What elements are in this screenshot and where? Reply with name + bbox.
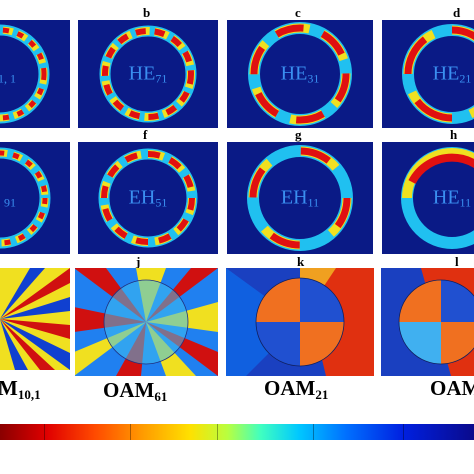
ring-plot — [247, 145, 353, 251]
panel-letter-g: g — [295, 127, 302, 142]
ring-plot — [99, 25, 197, 123]
ring-plot — [402, 24, 474, 124]
oam-panel-l — [381, 268, 474, 376]
mode-label: EH11 — [280, 186, 320, 210]
ring-plot — [0, 24, 50, 124]
mode-label: HE71 — [128, 62, 168, 86]
ring-plot — [98, 148, 198, 248]
colorbar-tick — [313, 424, 314, 440]
ring-plot — [0, 147, 51, 249]
mode-label: HE31 — [280, 62, 320, 86]
mode-panel-e: 91 — [0, 142, 70, 254]
mode-label: EH51 — [128, 186, 168, 210]
panel-letter-d: d — [453, 5, 461, 20]
panel-letter-h: h — [450, 127, 458, 142]
phase-plot — [398, 268, 474, 376]
ring-plot — [248, 22, 352, 126]
panel-letter-b: b — [143, 5, 151, 20]
oam-label-i: M10,1 — [0, 376, 41, 402]
mode-panel-c: HE31 — [227, 20, 373, 128]
oam-label-l: OAM — [430, 376, 474, 400]
mode-panel-h: HE11 — [382, 142, 474, 254]
mode-label: HE21 — [432, 62, 472, 86]
mode-panel-d: HE21 — [382, 20, 474, 128]
colorbar-tick — [403, 424, 404, 440]
mode-panel-b: HE71 — [78, 20, 218, 128]
mode-panel-f: EH51 — [78, 142, 218, 254]
mode-label: 91 — [4, 195, 16, 210]
oam-label-j: OAM61 — [103, 378, 168, 404]
mode-panel-a: 1, 1 — [0, 20, 70, 128]
mode-panel-g: EH11 — [227, 142, 373, 254]
panel-letter-k: k — [297, 254, 305, 269]
ring-plot — [401, 147, 474, 249]
panel-letter-c: c — [295, 5, 301, 20]
colorbar-tick — [217, 424, 218, 440]
colorbar-tick — [44, 424, 45, 440]
oam-panel-k — [226, 268, 374, 376]
mode-label: 1, 1 — [0, 71, 16, 86]
panel-letter-f: f — [143, 127, 148, 142]
oam-label-k: OAM21 — [264, 376, 329, 402]
colorbar-tick — [130, 424, 131, 440]
oam-panel-i — [0, 268, 70, 370]
panel-letter-l: l — [455, 254, 459, 269]
phase-plot — [0, 268, 70, 370]
mode-label: HE11 — [432, 186, 472, 210]
colorbar — [0, 424, 474, 440]
phase-plot — [75, 268, 218, 376]
oam-panel-j — [75, 268, 218, 376]
phase-plot — [226, 268, 374, 376]
panel-letter-j: j — [136, 254, 141, 269]
